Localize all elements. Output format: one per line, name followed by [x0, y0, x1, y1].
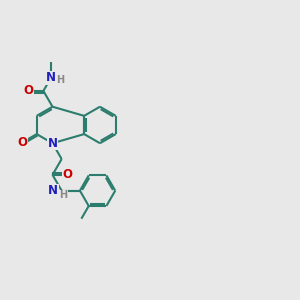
Text: H: H	[59, 190, 67, 200]
Text: N: N	[48, 184, 58, 197]
Text: N: N	[47, 137, 58, 150]
Text: N: N	[46, 71, 56, 84]
Text: O: O	[23, 84, 33, 98]
Text: H: H	[56, 75, 64, 85]
Text: O: O	[18, 136, 28, 149]
Text: O: O	[63, 168, 73, 181]
